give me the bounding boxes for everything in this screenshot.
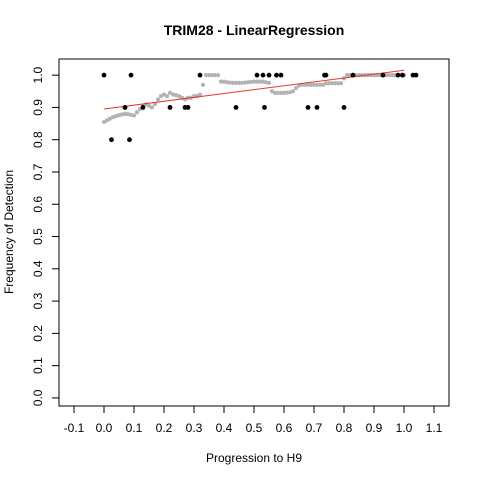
smoothed-point — [254, 79, 260, 84]
observed-point — [233, 105, 239, 110]
x-tick-label: 0.7 — [306, 421, 323, 435]
smoothed-point — [152, 102, 158, 107]
y-tick-label: 0.6 — [31, 196, 45, 213]
observed-point — [400, 72, 405, 78]
smoothed-point — [257, 79, 263, 84]
observed-point — [323, 72, 329, 78]
observed-point — [266, 72, 272, 78]
smoothed-point — [314, 82, 320, 87]
chart-title: TRIM28 - LinearRegression — [164, 22, 345, 38]
smoothed-point — [155, 97, 161, 102]
smoothed-point — [218, 79, 224, 84]
observed-point — [122, 105, 128, 110]
smoothed-point — [233, 80, 239, 85]
observed-point — [278, 72, 284, 78]
x-tick-label: -0.1 — [64, 421, 85, 435]
y-tick-label: 0.7 — [31, 163, 45, 180]
smoothed-point — [338, 81, 344, 86]
smoothed-point — [230, 80, 236, 85]
smoothed-point — [308, 82, 314, 87]
x-tick-label: 0.0 — [96, 421, 113, 435]
smoothed-point — [332, 81, 338, 86]
y-axis-label: Frequency of Detection — [2, 170, 16, 294]
smoothed-point — [215, 73, 221, 78]
smoothed-point — [164, 94, 170, 99]
observed-point — [262, 105, 267, 110]
x-tick-label: 0.8 — [336, 421, 353, 435]
smoothed-point — [134, 110, 140, 115]
smoothed-point — [275, 90, 281, 95]
observed-point — [101, 72, 107, 78]
x-tick-label: 0.1 — [126, 421, 143, 435]
smoothed-point — [203, 73, 209, 78]
smoothed-point — [200, 82, 206, 87]
smoothed-point — [329, 81, 335, 86]
smoothed-point — [344, 73, 350, 78]
plot-area — [101, 69, 419, 143]
smoothed-point — [335, 81, 341, 86]
observed-point — [128, 72, 134, 78]
observed-point — [185, 105, 191, 110]
observed-point — [274, 72, 279, 78]
smoothed-point — [302, 82, 308, 87]
observed-point — [395, 72, 401, 78]
y-tick-label: 1.0 — [31, 66, 45, 83]
smoothed-point — [236, 80, 242, 85]
smoothed-point — [386, 73, 392, 78]
observed-point — [127, 137, 132, 143]
x-tick-label: 0.2 — [156, 421, 173, 435]
observed-point — [260, 72, 266, 78]
y-tick-label: 0.4 — [31, 260, 45, 277]
x-tick-label: 0.6 — [276, 421, 293, 435]
observed-point — [254, 72, 260, 78]
observed-point — [140, 105, 146, 110]
x-tick-label: 1.1 — [426, 421, 443, 435]
smoothed-point — [266, 80, 272, 85]
smoothed-point — [326, 81, 332, 86]
observed-point — [314, 105, 320, 110]
smoothed-point — [272, 90, 278, 95]
observed-point — [380, 72, 386, 78]
smoothed-point — [206, 73, 212, 78]
smoothed-point — [293, 85, 299, 91]
y-tick-label: 0.9 — [31, 99, 45, 116]
x-tick-label: 0.9 — [366, 421, 383, 435]
y-tick-label: 0.1 — [31, 357, 45, 374]
x-tick-label: 0.4 — [216, 421, 233, 435]
y-tick-label: 0.3 — [31, 292, 45, 309]
x-axis-label: Progression to H9 — [206, 451, 302, 465]
smoothed-point — [278, 90, 284, 95]
y-tick-label: 0.2 — [31, 325, 45, 342]
observed-point — [109, 137, 114, 143]
smoothed-point — [323, 81, 329, 86]
observed-point — [350, 72, 356, 78]
smoothed-point — [251, 79, 257, 84]
smoothed-point — [149, 105, 155, 110]
y-tick-label: 0.0 — [31, 389, 45, 406]
y-tick-label: 0.5 — [31, 228, 45, 245]
smoothed-point — [131, 113, 137, 118]
smoothed-point — [305, 82, 311, 87]
observed-point — [341, 105, 347, 110]
observed-point — [305, 105, 311, 110]
x-tick-label: 0.3 — [186, 421, 203, 435]
observed-point — [197, 72, 203, 78]
y-axis: 0.0 0.1 0.2 0.3 0.4 0.5 0.6 0.7 0.8 0.9 1.0 — [31, 66, 59, 406]
x-axis: -0.1 0.0 0.1 0.2 0.3 0.4 0.5 0.6 0.7 0.8 0.9 1.0 1.1 — [64, 406, 443, 435]
smoothed-point — [197, 92, 203, 97]
smoothed-point — [311, 82, 317, 87]
smoothed-point — [209, 73, 215, 78]
smoothed-point — [389, 73, 395, 78]
x-tick-label: 1.0 — [396, 421, 413, 435]
smoothed-point — [317, 82, 323, 87]
y-tick-label: 0.8 — [31, 131, 45, 148]
smoothed-point — [212, 73, 218, 78]
smoothed-point — [290, 89, 296, 94]
x-tick-label: 0.5 — [246, 421, 263, 435]
observed-point — [413, 72, 419, 78]
observed-point — [167, 105, 173, 110]
